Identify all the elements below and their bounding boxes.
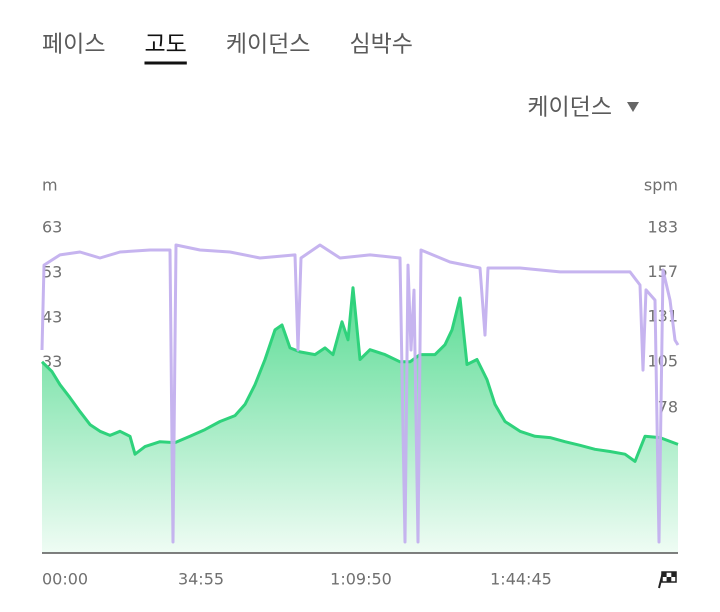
- tab[interactable]: 고도: [144, 32, 186, 58]
- tab[interactable]: 케이던스: [226, 32, 311, 58]
- finish-flag: [658, 571, 677, 589]
- dropdown-arrow[interactable]: [627, 102, 639, 112]
- line: [40, 286, 679, 463]
- line: [40, 243, 680, 544]
- metric-dropdown[interactable]: 케이던스: [527, 95, 612, 121]
- y2-tick-label: 183: [647, 218, 678, 237]
- x-tick-label: 00:00: [42, 570, 88, 589]
- area: [41, 287, 679, 553]
- tab[interactable]: 심박수: [349, 32, 412, 58]
- x-tick-label: 1:09:50: [330, 570, 392, 589]
- y-tick-label: 63: [42, 218, 62, 237]
- x-tick-label: 1:44:45: [490, 570, 552, 589]
- y2-axis-unit: spm: [644, 176, 678, 195]
- y-tick-label: 43: [42, 307, 62, 326]
- y2-tick-label: 78: [658, 398, 678, 417]
- y-axis-unit: m: [42, 176, 58, 195]
- x-tick-label: 34:55: [178, 570, 224, 589]
- y-tick-label: 53: [42, 262, 62, 281]
- tab[interactable]: 페이스: [42, 32, 105, 58]
